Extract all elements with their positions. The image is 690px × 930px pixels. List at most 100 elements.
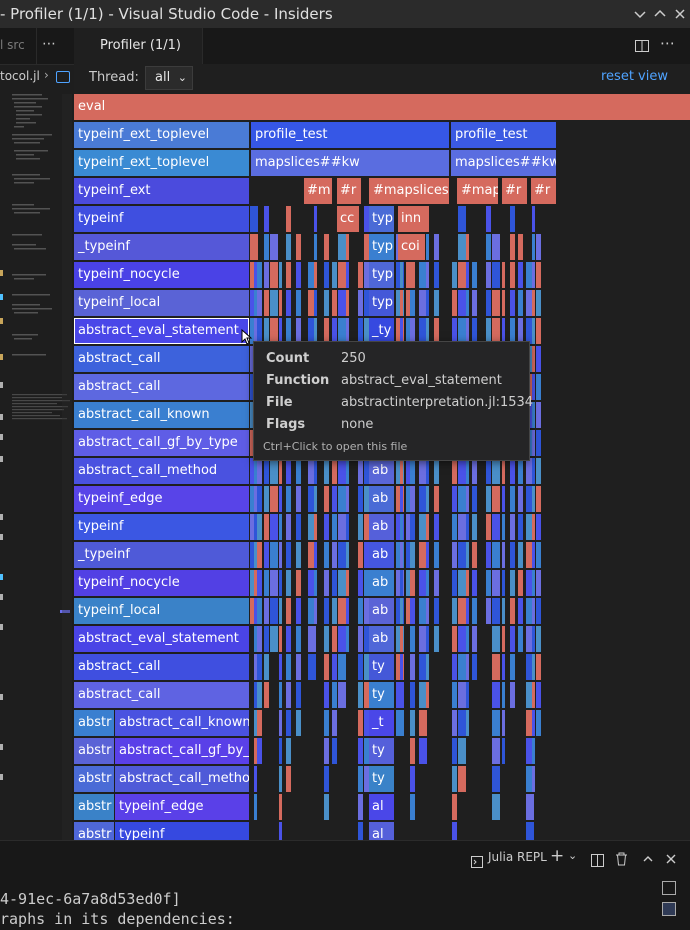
flame-sliver[interactable] bbox=[264, 206, 269, 232]
flame-frame[interactable]: ty bbox=[369, 766, 394, 792]
flame-sliver[interactable] bbox=[466, 710, 469, 736]
flame-sliver[interactable] bbox=[364, 682, 369, 708]
flame-frame[interactable]: abstract_eval_statement bbox=[74, 626, 249, 652]
flame-sliver[interactable] bbox=[492, 542, 500, 568]
flame-sliver[interactable] bbox=[410, 514, 415, 540]
flame-sliver[interactable] bbox=[346, 626, 349, 652]
flame-sliver[interactable] bbox=[486, 514, 491, 540]
flame-sliver[interactable] bbox=[518, 598, 523, 624]
flame-sliver[interactable] bbox=[358, 262, 363, 288]
flame-sliver[interactable] bbox=[510, 570, 515, 596]
flame-sliver[interactable] bbox=[419, 654, 427, 680]
flame-frame[interactable]: mapslices##kw bbox=[451, 150, 556, 176]
flame-sliver[interactable] bbox=[314, 206, 317, 232]
flame-frame[interactable]: ab bbox=[369, 486, 394, 512]
flame-sliver[interactable] bbox=[526, 430, 534, 456]
flame-sliver[interactable] bbox=[257, 738, 262, 764]
close-icon[interactable] bbox=[671, 5, 689, 23]
flame-sliver[interactable] bbox=[532, 766, 535, 792]
flame-sliver[interactable] bbox=[532, 598, 535, 624]
flame-sliver[interactable] bbox=[536, 234, 541, 260]
flame-sliver[interactable] bbox=[308, 458, 316, 484]
flame-sliver[interactable] bbox=[257, 290, 262, 316]
flame-sliver[interactable] bbox=[364, 626, 369, 652]
flame-sliver[interactable] bbox=[286, 486, 291, 512]
flame-sliver[interactable] bbox=[458, 234, 466, 260]
flame-sliver[interactable] bbox=[257, 318, 262, 344]
flame-sliver[interactable] bbox=[419, 486, 427, 512]
flame-sliver[interactable] bbox=[492, 514, 500, 540]
flame-sliver[interactable] bbox=[314, 598, 317, 624]
flame-frame[interactable]: ab bbox=[369, 570, 394, 596]
flame-sliver[interactable] bbox=[492, 794, 500, 820]
flame-sliver[interactable] bbox=[279, 626, 282, 652]
flame-frame[interactable]: typeinf_edge bbox=[74, 486, 249, 512]
flame-sliver[interactable] bbox=[358, 682, 363, 708]
flame-sliver[interactable] bbox=[492, 262, 500, 288]
flame-sliver[interactable] bbox=[452, 262, 457, 288]
flame-sliver[interactable] bbox=[264, 654, 269, 680]
flame-sliver[interactable] bbox=[314, 262, 317, 288]
flame-sliver[interactable] bbox=[419, 570, 427, 596]
flame-sliver[interactable] bbox=[486, 570, 491, 596]
flame-sliver[interactable] bbox=[308, 318, 316, 344]
flame-sliver[interactable] bbox=[410, 542, 415, 568]
flame-sliver[interactable] bbox=[324, 654, 329, 680]
flame-sliver[interactable] bbox=[257, 570, 262, 596]
flame-sliver[interactable] bbox=[502, 626, 505, 652]
flame-sliver[interactable] bbox=[526, 598, 534, 624]
flame-frame[interactable]: abstract_call_known bbox=[115, 710, 249, 736]
flame-frame[interactable]: profile_test bbox=[251, 122, 449, 148]
flame-frame[interactable]: ab bbox=[369, 598, 394, 624]
flame-sliver[interactable] bbox=[314, 486, 317, 512]
flame-frame[interactable]: typeinf_ext_toplevel bbox=[74, 122, 249, 148]
flame-sliver[interactable] bbox=[532, 514, 535, 540]
flame-sliver[interactable] bbox=[458, 318, 466, 344]
flame-sliver[interactable] bbox=[257, 542, 262, 568]
flame-sliver[interactable] bbox=[452, 514, 457, 540]
flame-sliver[interactable] bbox=[264, 598, 269, 624]
flame-sliver[interactable] bbox=[257, 598, 262, 624]
minimap[interactable] bbox=[0, 94, 74, 840]
flame-frame[interactable]: ab bbox=[369, 542, 394, 568]
flame-sliver[interactable] bbox=[466, 514, 469, 540]
symbol-icon[interactable] bbox=[56, 71, 70, 83]
flame-sliver[interactable] bbox=[264, 486, 269, 512]
flame-sliver[interactable] bbox=[434, 486, 439, 512]
flame-frame[interactable]: abstract_call_gf_by_type bbox=[74, 430, 249, 456]
flame-sliver[interactable] bbox=[358, 654, 363, 680]
flame-sliver[interactable] bbox=[358, 514, 363, 540]
flame-sliver[interactable] bbox=[358, 822, 363, 840]
flame-sliver[interactable] bbox=[452, 626, 457, 652]
flame-sliver[interactable] bbox=[364, 542, 369, 568]
flame-sliver[interactable] bbox=[434, 234, 439, 260]
flame-sliver[interactable] bbox=[410, 654, 415, 680]
flame-sliver[interactable] bbox=[338, 514, 346, 540]
flame-frame[interactable]: ty bbox=[369, 654, 394, 680]
flame-sliver[interactable] bbox=[254, 570, 257, 596]
flame-sliver[interactable] bbox=[426, 682, 429, 708]
flame-sliver[interactable] bbox=[308, 290, 316, 316]
flame-sliver[interactable] bbox=[296, 626, 301, 652]
flame-sliver[interactable] bbox=[257, 654, 262, 680]
flame-frame[interactable]: ab bbox=[369, 458, 394, 484]
breadcrumb-file[interactable]: tocol.jl bbox=[0, 69, 40, 83]
flame-sliver[interactable] bbox=[466, 570, 469, 596]
flame-sliver[interactable] bbox=[458, 290, 466, 316]
flame-sliver[interactable] bbox=[419, 318, 427, 344]
flame-sliver[interactable] bbox=[426, 290, 429, 316]
flame-frame[interactable]: ty bbox=[369, 738, 394, 764]
flame-sliver[interactable] bbox=[492, 318, 500, 344]
flame-sliver[interactable] bbox=[308, 598, 316, 624]
flame-sliver[interactable] bbox=[492, 682, 500, 708]
flame-sliver[interactable] bbox=[532, 206, 535, 232]
flame-sliver[interactable] bbox=[426, 234, 429, 260]
flame-sliver[interactable] bbox=[396, 682, 404, 708]
flame-sliver[interactable] bbox=[536, 262, 541, 288]
flame-sliver[interactable] bbox=[364, 262, 369, 288]
flame-sliver[interactable] bbox=[338, 458, 346, 484]
flame-sliver[interactable] bbox=[458, 206, 466, 232]
flame-frame[interactable]: eval bbox=[74, 94, 690, 120]
flame-frame[interactable]: _typeinf bbox=[74, 234, 249, 260]
flame-sliver[interactable] bbox=[314, 234, 317, 260]
